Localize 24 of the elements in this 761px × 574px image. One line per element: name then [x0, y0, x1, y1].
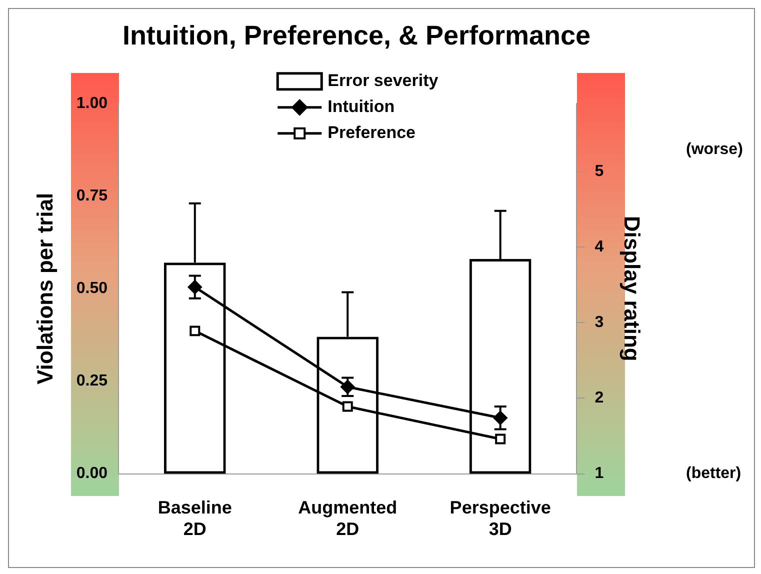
y2-axis-title: Display rating — [620, 216, 645, 362]
x-tick-label: Augmented 2D — [298, 498, 398, 540]
text: (better) — [686, 465, 742, 482]
legend-label: Intuition — [328, 97, 395, 116]
legend-label: Error severity — [328, 71, 439, 90]
y-tick-label: 0.50 — [76, 280, 108, 298]
x-tick-label: Baseline 2D — [158, 498, 232, 540]
y2-tick-label: 1 — [594, 465, 604, 482]
y-tick-label: 0.00 — [76, 465, 108, 482]
point — [342, 401, 353, 412]
y-axis-title: Violations per trial — [32, 192, 58, 384]
y2-tick-label: 2 — [594, 390, 604, 407]
y2-tick-label: 5 — [594, 162, 604, 180]
chart-title: Intuition, Preference, & Performance — [122, 20, 591, 51]
y2-tick-label: 4 — [594, 238, 604, 256]
y2-tick-label: 3 — [594, 314, 604, 332]
point — [495, 434, 506, 444]
point — [190, 326, 200, 336]
y-tick-label: 0.75 — [76, 187, 108, 204]
text: (worse) — [686, 140, 743, 158]
x-tick-label: Perspective 3D — [450, 498, 551, 540]
y-tick-label: 0.25 — [76, 372, 108, 390]
y-tick-label: 1.00 — [76, 94, 108, 112]
legend-label: Preference — [328, 123, 416, 142]
